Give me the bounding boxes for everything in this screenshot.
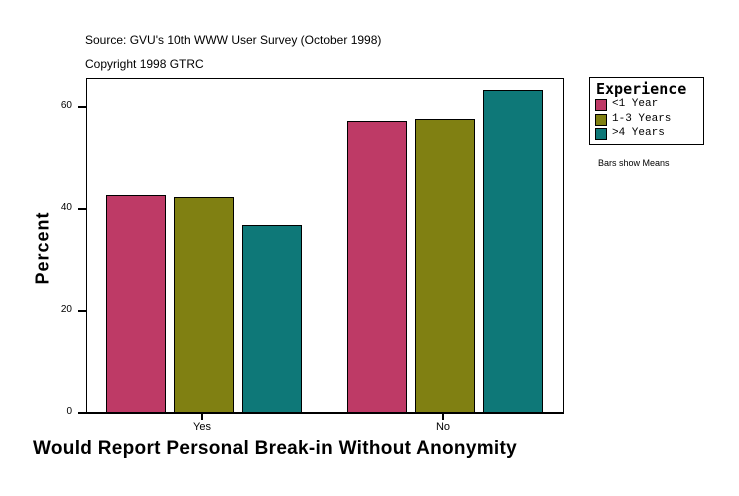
legend-title: Experience — [596, 80, 687, 98]
legend-swatch — [595, 114, 607, 126]
x-category-label: No — [435, 421, 451, 433]
bar-yes-1 — [174, 197, 234, 413]
y-tick-mark — [78, 208, 86, 210]
means-note: Bars show Means — [598, 158, 670, 168]
bar-no-0 — [347, 121, 407, 413]
bar-no-1 — [415, 119, 475, 413]
bar-no-2 — [483, 90, 543, 413]
source-caption: Source: GVU's 10th WWW User Survey (Octo… — [85, 33, 382, 47]
y-tick-label: 0 — [66, 406, 72, 417]
y-tick-mark — [78, 310, 86, 312]
x-axis-title: Would Report Personal Break-in Without A… — [33, 438, 517, 459]
y-tick-label: 60 — [60, 100, 72, 111]
y-tick-label: 40 — [60, 202, 72, 213]
legend: Experience <1 Year 1-3 Years >4 Years — [589, 77, 704, 145]
bar-yes-2 — [242, 225, 302, 413]
copyright-caption: Copyright 1998 GTRC — [85, 57, 204, 71]
legend-label: <1 Year — [612, 98, 659, 110]
y-axis-label: Percent — [32, 211, 53, 285]
x-category-label: Yes — [193, 421, 211, 433]
y-tick-label: 20 — [60, 304, 72, 315]
legend-swatch — [595, 99, 607, 111]
x-axis-line — [86, 412, 564, 414]
x-tick-mark — [442, 414, 444, 420]
y-tick-mark — [78, 412, 86, 414]
y-tick-mark — [78, 106, 86, 108]
bar-yes-0 — [106, 195, 166, 413]
legend-label: >4 Years — [612, 127, 665, 139]
legend-swatch — [595, 128, 607, 140]
legend-label: 1-3 Years — [612, 113, 672, 125]
x-tick-mark — [201, 414, 203, 420]
